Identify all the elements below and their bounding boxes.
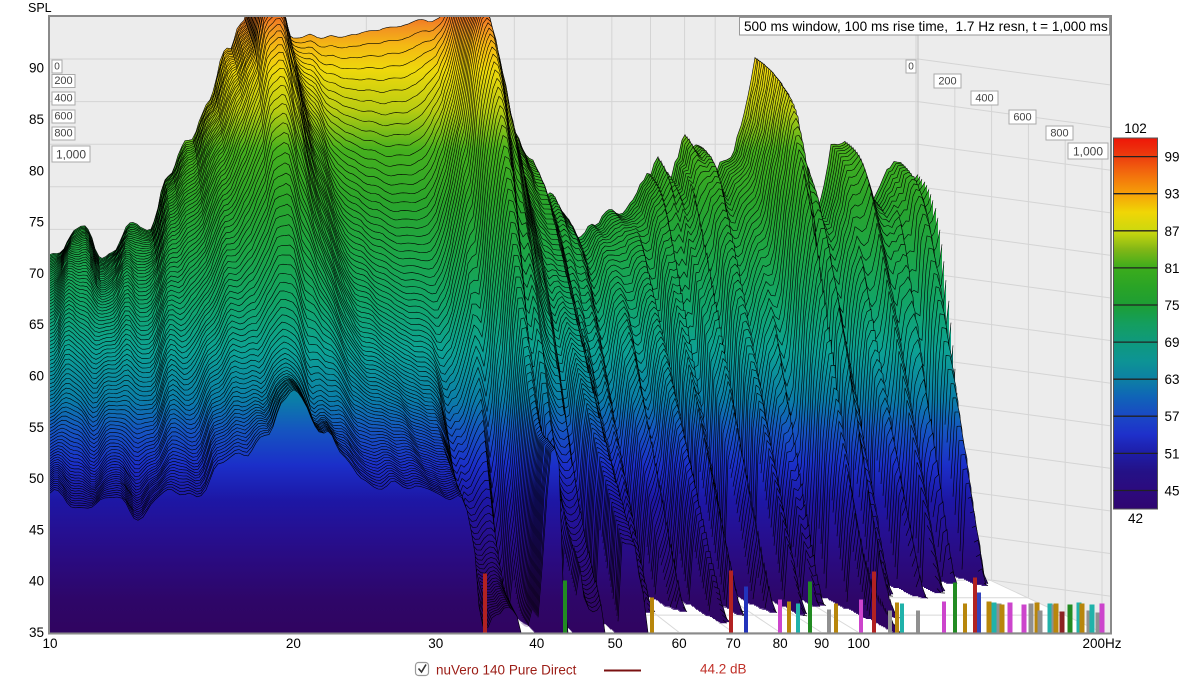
- svg-text:400: 400: [975, 93, 993, 105]
- svg-text:93: 93: [1165, 187, 1180, 202]
- svg-text:200Hz: 200Hz: [1082, 636, 1121, 651]
- svg-text:1,000: 1,000: [56, 148, 86, 162]
- svg-text:800: 800: [54, 128, 72, 140]
- svg-text:85: 85: [29, 112, 44, 127]
- svg-text:10: 10: [42, 636, 57, 651]
- svg-text:500 ms window, 100 ms rise tim: 500 ms window, 100 ms rise time, 1.7 Hz …: [744, 19, 1108, 34]
- svg-text:57: 57: [1165, 409, 1180, 424]
- svg-text:0: 0: [908, 62, 914, 73]
- svg-text:51: 51: [1165, 446, 1180, 461]
- svg-text:42: 42: [1128, 511, 1143, 526]
- svg-text:30: 30: [428, 636, 443, 651]
- svg-text:40: 40: [529, 636, 544, 651]
- svg-text:400: 400: [54, 93, 72, 105]
- svg-text:50: 50: [29, 471, 44, 486]
- svg-text:70: 70: [29, 266, 44, 281]
- svg-text:600: 600: [1013, 112, 1031, 124]
- svg-text:200: 200: [938, 76, 956, 88]
- svg-text:600: 600: [54, 111, 72, 123]
- svg-text:80: 80: [29, 163, 44, 178]
- svg-text:800: 800: [1050, 128, 1068, 140]
- svg-text:nuVero 140 Pure Direct: nuVero 140 Pure Direct: [436, 663, 577, 678]
- svg-text:80: 80: [773, 636, 788, 651]
- svg-text:87: 87: [1165, 224, 1180, 239]
- svg-text:60: 60: [672, 636, 687, 651]
- svg-text:40: 40: [29, 574, 44, 589]
- svg-text:50: 50: [608, 636, 623, 651]
- svg-text:100: 100: [847, 636, 870, 651]
- svg-text:99: 99: [1165, 150, 1180, 165]
- svg-text:90: 90: [29, 61, 44, 76]
- svg-text:200: 200: [54, 75, 72, 87]
- svg-text:20: 20: [286, 636, 301, 651]
- svg-text:81: 81: [1165, 261, 1180, 276]
- svg-text:75: 75: [1165, 298, 1180, 313]
- svg-text:0: 0: [54, 62, 60, 73]
- svg-text:63: 63: [1165, 372, 1180, 387]
- svg-text:75: 75: [29, 215, 44, 230]
- svg-text:69: 69: [1165, 335, 1180, 350]
- svg-text:60: 60: [29, 369, 44, 384]
- svg-text:70: 70: [726, 636, 741, 651]
- svg-text:1,000: 1,000: [1073, 145, 1103, 159]
- svg-text:102: 102: [1124, 121, 1147, 136]
- svg-text:45: 45: [29, 522, 44, 537]
- svg-text:45: 45: [1165, 484, 1180, 499]
- svg-text:44.2 dB: 44.2 dB: [700, 662, 747, 677]
- svg-text:65: 65: [29, 317, 44, 332]
- svg-text:90: 90: [814, 636, 829, 651]
- svg-text:35: 35: [29, 625, 44, 640]
- svg-text:SPL: SPL: [28, 1, 52, 15]
- svg-text:55: 55: [29, 420, 44, 435]
